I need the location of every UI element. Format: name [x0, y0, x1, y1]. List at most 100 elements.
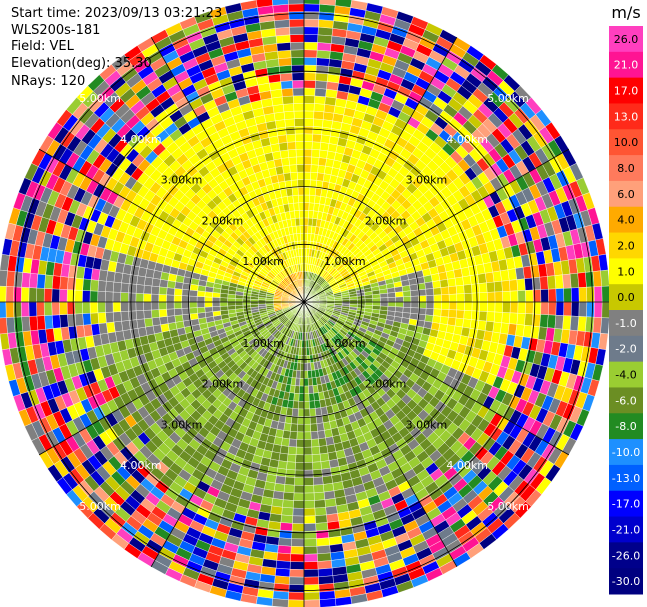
gate-cell	[563, 287, 572, 303]
gate-cell	[74, 313, 84, 327]
gate-cell	[314, 88, 327, 97]
gate-cell	[143, 285, 153, 295]
gate-cell	[571, 287, 580, 303]
gate-cell	[410, 295, 419, 303]
gate-cell	[547, 275, 557, 290]
gate-cell	[151, 277, 161, 287]
gate-cell	[402, 307, 412, 314]
gate-cell	[311, 156, 320, 166]
gate-cell	[275, 119, 286, 129]
gate-cell	[303, 569, 319, 578]
gate-cell	[143, 309, 153, 319]
gate-cell	[319, 445, 329, 455]
gate-cell	[43, 301, 53, 316]
gate-cell	[303, 477, 314, 486]
gate-cell	[286, 461, 296, 471]
gate-cell	[121, 273, 131, 284]
colorbar-tick-label: -1.0	[615, 317, 636, 330]
gate-cell	[294, 469, 305, 478]
gate-cell	[509, 279, 518, 292]
gate-cell	[287, 195, 294, 204]
colorbar-tick-label: -30.0	[612, 575, 640, 588]
gate-cell	[409, 283, 419, 291]
gate-cell	[372, 301, 381, 307]
gate-cell	[303, 57, 317, 66]
gate-cell	[312, 133, 322, 143]
colorbar-tick-label: -17.0	[612, 498, 640, 511]
range-ring-label: 2.00km	[202, 214, 244, 227]
gate-cell	[290, 553, 305, 563]
gate-cell	[433, 308, 442, 317]
gate-cell	[90, 312, 99, 325]
gate-cell	[120, 282, 130, 293]
gate-cell	[136, 318, 146, 329]
velocity-field	[0, 0, 610, 607]
gate-cell	[293, 492, 305, 501]
colorbar-tick-label: -10.0	[612, 446, 640, 459]
gate-cell	[323, 111, 335, 121]
gate-cell	[59, 301, 68, 315]
range-ring-label: 1.00km	[324, 255, 366, 268]
range-ring-label: 5.00km	[487, 500, 529, 513]
range-ring-label: 5.00km	[79, 500, 121, 513]
gate-cell	[303, 95, 315, 104]
gate-cell	[395, 296, 404, 303]
gate-cell	[13, 271, 23, 288]
gate-cell	[578, 287, 588, 303]
gate-cell	[250, 301, 259, 305]
range-ring-label: 4.00km	[446, 133, 488, 146]
range-ring-label: 3.00km	[161, 174, 203, 187]
colorbar-unit: m/s	[611, 3, 640, 22]
gate-cell	[282, 430, 291, 440]
gate-cell	[525, 301, 534, 315]
gate-cell	[317, 560, 333, 570]
gate-cell	[395, 291, 404, 298]
gate-cell	[299, 225, 305, 234]
colorbar-tick-label: 21.0	[614, 59, 639, 72]
gate-cell	[290, 172, 298, 181]
gate-cell	[273, 111, 285, 121]
gate-cell	[43, 288, 53, 303]
gate-cell	[309, 194, 316, 204]
gate-cell	[312, 461, 322, 471]
gate-cell	[290, 41, 305, 51]
colorbar-tick-label: 0.0	[617, 291, 635, 304]
gate-cell	[196, 301, 205, 308]
colorbar-tick-label: 10.0	[614, 136, 639, 149]
gate-cell	[295, 462, 305, 471]
gate-cell	[120, 292, 129, 303]
gate-cell	[540, 289, 549, 303]
gate-cell	[295, 217, 301, 227]
gate-cell	[311, 141, 321, 151]
gate-cell	[313, 103, 325, 113]
gate-cell	[456, 293, 465, 303]
gate-cell	[314, 400, 321, 409]
gate-cell	[296, 431, 305, 440]
gate-cell	[289, 164, 298, 173]
gate-cell	[97, 291, 106, 303]
gate-cell	[303, 492, 315, 501]
gate-cell	[273, 583, 290, 593]
gate-cell	[294, 118, 305, 127]
gate-cell	[303, 87, 316, 97]
gate-cell	[6, 317, 16, 334]
gate-cell	[135, 301, 144, 311]
gate-cell	[113, 271, 123, 283]
gate-cell	[283, 103, 295, 113]
gate-cell	[303, 507, 316, 517]
gate-cell	[501, 312, 511, 324]
gate-cell	[464, 301, 473, 311]
gate-cell	[89, 301, 99, 314]
gate-cell	[287, 599, 305, 607]
gate-cell	[303, 378, 309, 387]
gate-cell	[150, 301, 160, 311]
gate-cell	[592, 270, 602, 287]
gate-cell	[448, 285, 457, 295]
gate-cell	[283, 484, 295, 494]
gate-cell	[403, 301, 412, 308]
colorbar-tick-label: -6.0	[615, 394, 636, 407]
gate-cell	[425, 308, 434, 316]
gate-cell	[291, 72, 305, 81]
gate-cell	[167, 322, 178, 331]
gate-cell	[303, 233, 308, 242]
